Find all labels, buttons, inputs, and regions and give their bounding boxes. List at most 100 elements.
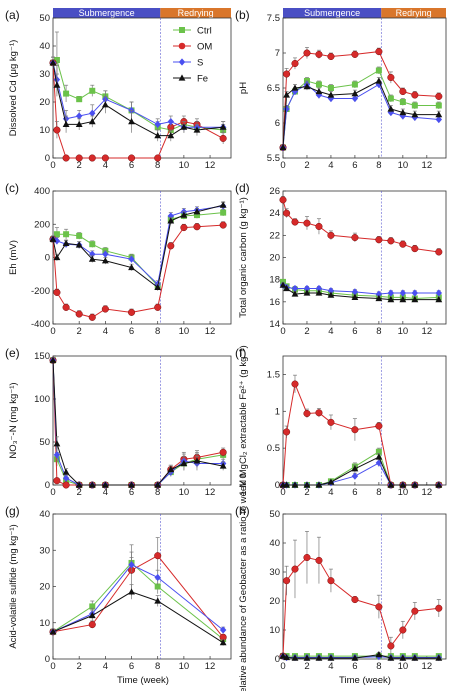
data-point-OM <box>399 626 407 634</box>
data-point-OM <box>303 553 311 562</box>
data-point-Fe <box>128 588 135 595</box>
plot-frame <box>282 513 447 660</box>
x-tick-label: 8 <box>155 326 160 337</box>
data-point-OM <box>411 91 419 99</box>
data-point-S <box>351 472 359 480</box>
x-tick-label: 4 <box>103 160 108 171</box>
x-tick-label: 6 <box>129 661 134 672</box>
data-point-Fe <box>75 120 83 127</box>
data-point-Fe <box>193 208 201 215</box>
chart-panel-0: Submergence Redrying 0 10 20 30 40 50 0 2 4 6 8 10 12 (… <box>5 8 232 171</box>
data-point-Fe <box>303 654 311 661</box>
data-point-Fe <box>167 465 175 473</box>
data-point-S <box>53 451 61 459</box>
y-axis-label: pH <box>238 82 249 94</box>
data-point-Fe <box>411 296 419 303</box>
x-tick-label: 8 <box>155 160 160 171</box>
chart-panel-4: 0 50 100 150 0 2 4 6 8 10 12 (e) NO₃⁻-N (mg kg⁻¹) <box>5 346 232 498</box>
data-point-Fe <box>180 123 188 130</box>
data-point-OM <box>154 552 162 560</box>
legend-marker-OM <box>178 42 186 50</box>
data-point-Ctrl <box>411 102 418 109</box>
data-point-Fe <box>180 211 188 218</box>
data-point-S <box>167 118 174 126</box>
panel-label: (d) <box>235 181 250 195</box>
data-point-OM <box>88 313 96 321</box>
data-point-Fe <box>387 296 395 303</box>
y-axis-label: NO₃⁻-N (mg kg⁻¹) <box>8 382 19 458</box>
data-point-OM <box>375 422 383 430</box>
legend-label-S: S <box>197 58 203 69</box>
data-point-S <box>303 284 311 293</box>
x-tick-label: 6 <box>352 487 357 498</box>
plot-frame <box>52 17 232 159</box>
data-point-Fe <box>193 126 201 133</box>
data-point-Fe <box>315 481 323 488</box>
x-tick-label: 4 <box>103 661 108 672</box>
data-point-S <box>154 120 161 128</box>
chart-panel-5: 0 0.5 1 1.5 0 2 4 6 8 10 12 (f)1 M MgCl₂ extractabl… <box>235 345 447 498</box>
x-tick-label: 8 <box>376 160 381 171</box>
x-tick-label: 2 <box>304 326 309 337</box>
data-point-OM <box>53 126 61 134</box>
data-point-OM <box>327 577 335 585</box>
data-point-Ctrl <box>63 231 70 238</box>
data-point-S <box>399 289 407 297</box>
y-tick-label: 7 <box>275 48 280 59</box>
x-tick-label: 12 <box>205 160 216 171</box>
data-point-OM <box>62 481 70 489</box>
data-point-Ctrl <box>76 96 83 103</box>
data-point-Fe <box>435 296 443 303</box>
x-tick-label: 6 <box>352 160 357 171</box>
data-point-Fe <box>291 654 299 661</box>
y-tick-label: 20 <box>39 582 50 593</box>
data-point-OM <box>88 621 96 629</box>
y-tick-label: 20 <box>269 596 280 607</box>
data-point-OM <box>387 237 395 245</box>
x-tick-label: 2 <box>77 160 82 171</box>
y-tick-label: 0 <box>45 153 50 164</box>
x-tick-label: 2 <box>77 661 82 672</box>
x-tick-label: 2 <box>304 661 309 672</box>
y-tick-label: 0.5 <box>267 443 280 454</box>
data-point-Fe <box>128 481 135 488</box>
data-point-S <box>53 237 61 245</box>
data-point-Fe <box>62 120 70 127</box>
y-tick-label: 0 <box>275 480 280 491</box>
data-point-Ctrl <box>435 102 442 109</box>
legend-label-Fe: Fe <box>197 74 208 85</box>
y-axis-label: Eh (mV) <box>8 240 19 275</box>
data-point-Fe <box>75 241 83 248</box>
x-tick-label: 2 <box>77 487 82 498</box>
data-point-Fe <box>101 481 109 488</box>
data-point-OM <box>399 87 407 96</box>
x-tick-label: 0 <box>50 326 55 337</box>
data-point-Fe <box>399 481 407 488</box>
data-point-Fe <box>101 257 109 264</box>
x-tick-label: 6 <box>129 487 134 498</box>
y-tick-label: 6 <box>275 118 280 129</box>
data-point-Fe <box>435 481 443 488</box>
y-tick-label: -200 <box>31 286 50 297</box>
y-tick-label: 0 <box>45 253 50 264</box>
legend-marker-Fe <box>178 74 186 81</box>
data-point-Ctrl <box>220 209 227 216</box>
y-tick-label: 400 <box>34 186 50 197</box>
x-tick-label: 8 <box>376 661 381 672</box>
data-point-Fe <box>387 654 395 661</box>
phase-bar-redrying <box>381 8 446 18</box>
data-point-S <box>327 287 335 295</box>
y-tick-label: 5.5 <box>267 153 280 164</box>
y-tick-label: 20 <box>39 97 50 108</box>
data-point-Fe <box>167 217 175 224</box>
data-point-Fe <box>399 654 407 661</box>
data-point-Ctrl <box>89 241 96 248</box>
data-point-Fe <box>62 468 70 475</box>
y-tick-label: 0 <box>45 480 50 491</box>
data-point-S <box>291 284 299 293</box>
data-point-OM <box>127 154 136 162</box>
x-tick-label: 8 <box>376 487 381 498</box>
data-point-Fe <box>327 291 335 298</box>
data-point-OM <box>219 221 227 229</box>
